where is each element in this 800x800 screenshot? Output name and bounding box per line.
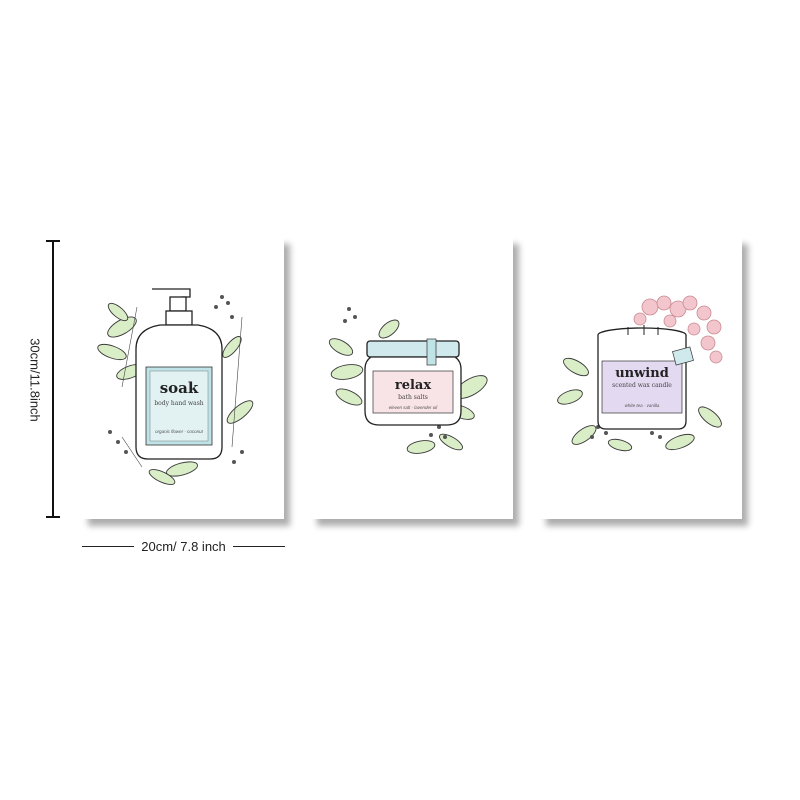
width-dimension: 20cm/ 7.8 inch xyxy=(82,536,286,556)
relax-illustration: relax bath salts eleven salt · lavender … xyxy=(328,307,488,454)
relax-title: relax xyxy=(395,378,431,393)
width-dimension-line-left xyxy=(82,545,135,547)
unwind-illustration: unwind scented wax candle white tea · va… xyxy=(557,295,723,452)
height-dimension-label: 30cm/11.8inch xyxy=(27,338,43,422)
width-dimension-label: 20cm/ 7.8 inch xyxy=(141,538,226,554)
soak-title: soak xyxy=(160,379,199,397)
relax-subtitle: bath salts xyxy=(398,394,428,401)
soak-illustration: soak body hand wash organic flower · coc… xyxy=(97,288,254,485)
height-dimension-bar xyxy=(52,240,54,518)
soak-subtitle: body hand wash xyxy=(154,400,203,407)
height-dimension-cap-bottom xyxy=(46,516,60,518)
relax-footer: eleven salt · lavender oil xyxy=(389,405,439,410)
unwind-subtitle: scented wax candle xyxy=(612,382,672,389)
unwind-footer: white tea · vanilla xyxy=(625,403,660,408)
print-relax: relax bath salts eleven salt · lavender … xyxy=(311,237,513,519)
soak-footer: organic flower · coconut xyxy=(155,429,204,434)
unwind-title: unwind xyxy=(615,366,669,381)
print-unwind: unwind scented wax candle white tea · va… xyxy=(540,237,742,519)
height-dimension-line xyxy=(46,240,60,518)
width-dimension-line-right xyxy=(232,545,286,547)
print-soak: soak body hand wash organic flower · coc… xyxy=(82,237,284,519)
